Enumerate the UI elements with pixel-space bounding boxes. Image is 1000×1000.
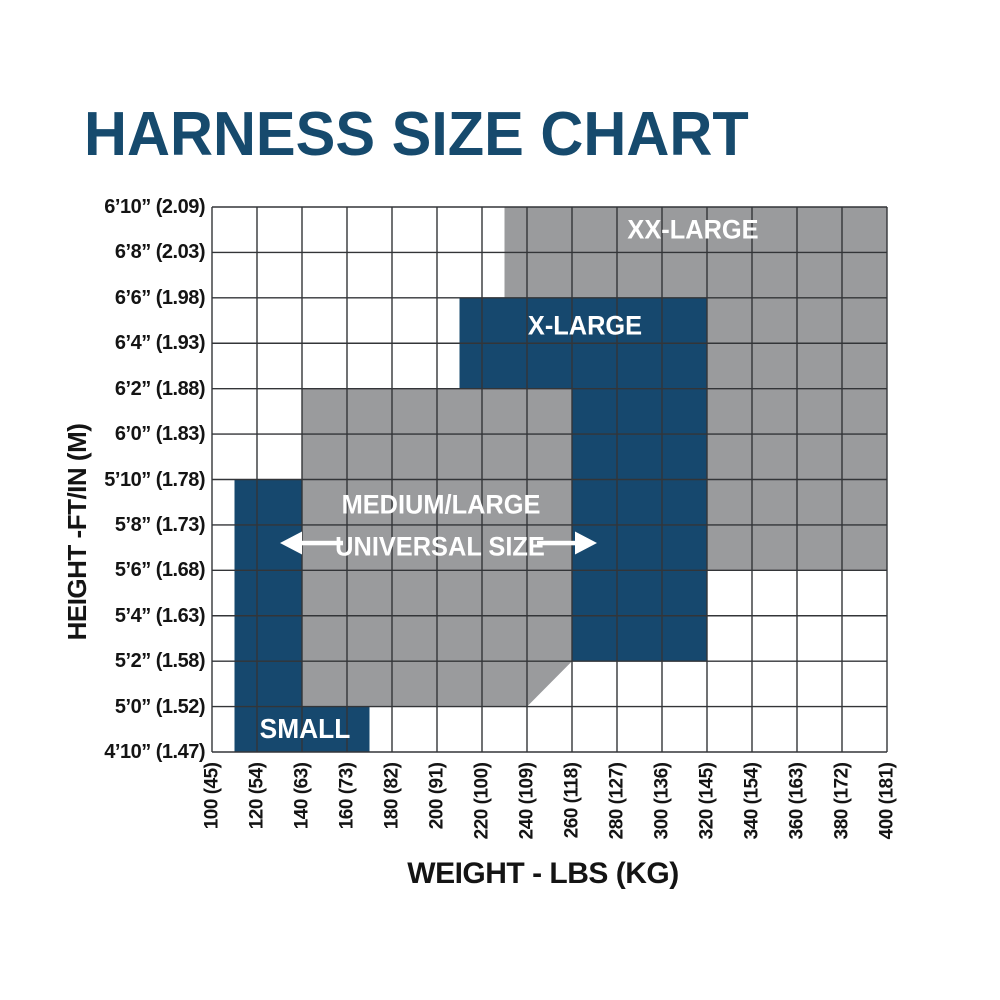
region-label-xx-large: XX-LARGE bbox=[627, 214, 759, 245]
y-tick-label: 5’8” (1.73) bbox=[114, 514, 206, 536]
universal-size-left-arrow bbox=[280, 531, 343, 555]
y-tick-label: 4’10” (1.47) bbox=[104, 741, 205, 763]
x-tick-label: 180 (82) bbox=[381, 762, 403, 830]
x-tick-label: 160 (73) bbox=[336, 762, 358, 830]
y-tick-label: 6’6” (1.98) bbox=[114, 287, 206, 309]
x-tick-label: 300 (136) bbox=[651, 762, 673, 840]
region-label-small: SMALL bbox=[259, 713, 351, 744]
x-tick-label: 360 (163) bbox=[786, 762, 808, 840]
x-tick-label: 220 (100) bbox=[471, 762, 493, 840]
y-tick-label: 5’0” (1.52) bbox=[114, 696, 206, 718]
universal-size-right-arrow bbox=[537, 531, 597, 555]
x-tick-label: 400 (181) bbox=[876, 762, 898, 840]
y-tick-label: 6’0” (1.83) bbox=[114, 423, 206, 445]
y-tick-label: 6’8” (2.03) bbox=[114, 241, 206, 263]
y-tick-label: 6’4” (1.93) bbox=[114, 332, 206, 354]
x-tick-label: 280 (127) bbox=[606, 762, 628, 840]
x-tick-label: 140 (63) bbox=[291, 762, 313, 830]
y-tick-label: 5’10” (1.78) bbox=[104, 469, 205, 491]
region-label-universal-size: UNIVERSAL SIZE bbox=[335, 531, 545, 562]
x-tick-label: 120 (54) bbox=[246, 762, 268, 830]
page-title: HARNESS SIZE CHART bbox=[84, 100, 749, 169]
y-tick-label: 6’2” (1.88) bbox=[114, 378, 206, 400]
y-tick-label: 6’10” (2.09) bbox=[104, 196, 205, 218]
region-label-medium-large: MEDIUM/LARGE bbox=[341, 489, 541, 520]
x-tick-label: 340 (154) bbox=[741, 762, 763, 840]
x-axis-title: WEIGHT - LBS (KG) bbox=[407, 857, 679, 890]
x-tick-label: 240 (109) bbox=[516, 762, 538, 840]
x-tick-label: 320 (145) bbox=[696, 762, 718, 840]
x-tick-label: 100 (45) bbox=[201, 762, 223, 830]
x-tick-label: 200 (91) bbox=[426, 762, 448, 830]
grid-layer bbox=[211, 206, 888, 753]
x-tick-label: 260 (118) bbox=[561, 762, 583, 839]
y-tick-label: 5’4” (1.63) bbox=[114, 605, 206, 627]
y-tick-label: 5’2” (1.58) bbox=[114, 650, 206, 672]
y-axis-title: HEIGHT -FT/IN (M) bbox=[62, 423, 92, 641]
x-tick-label: 380 (172) bbox=[831, 762, 853, 840]
chart-svg bbox=[211, 206, 888, 753]
region-label-x-large: X-LARGE bbox=[527, 310, 643, 341]
y-tick-label: 5’6” (1.68) bbox=[114, 559, 206, 581]
